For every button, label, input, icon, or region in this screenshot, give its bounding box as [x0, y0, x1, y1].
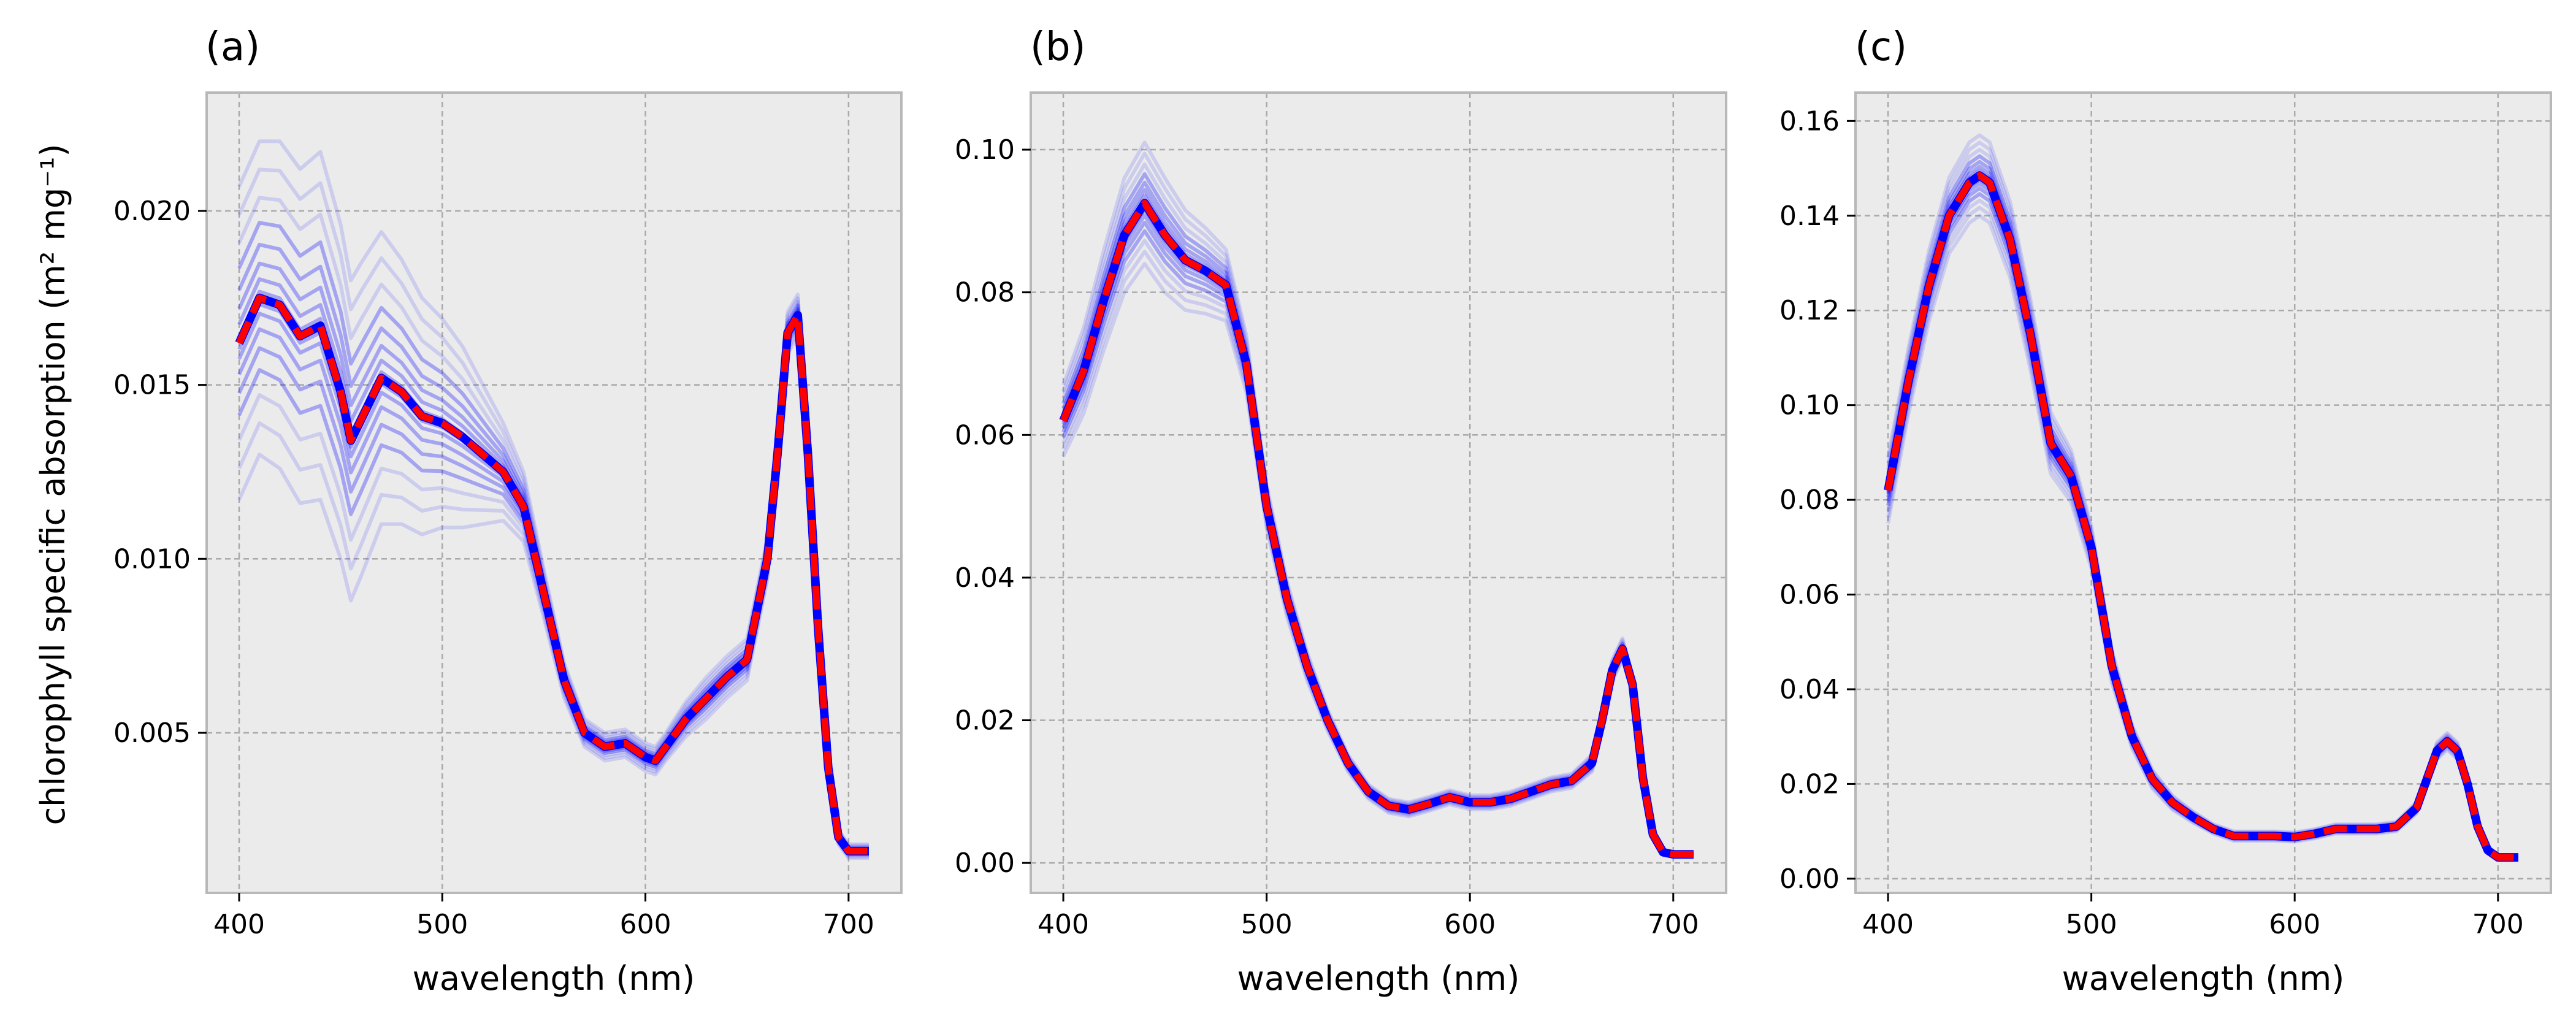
panel-c-mean-line-red [1884, 172, 2518, 861]
panel-b-xtick-label-0: 400 [1038, 909, 1089, 940]
panel-a-ytick-label-2: 0.015 [113, 370, 191, 401]
panel-a-ytick-label-3: 0.020 [113, 196, 191, 227]
panel-c-xtick-label-3: 700 [2472, 909, 2524, 940]
panel-c-ytick-label-3: 0.06 [1779, 580, 1840, 611]
panel-b-x-axis-label: wavelength (nm) [1237, 959, 1520, 998]
panel-a-xtick-label-2: 600 [620, 909, 671, 940]
panel-c-xtick-label-0: 400 [1862, 909, 1914, 940]
panel-c-ytick-label-0: 0.00 [1779, 863, 1840, 895]
panel-c-ytick-label-4: 0.08 [1779, 484, 1840, 516]
panel-a-xtick-label-1: 500 [416, 909, 468, 940]
panel-a-ticks: 400 500 600 700 0.005 0.010 0.015 0.020 [113, 196, 874, 940]
panel-c-ytick-label-2: 0.04 [1779, 674, 1840, 705]
panel-b-title: (b) [1030, 25, 1086, 70]
panel-a: (a) 400 500 600 700 0.005 0.010 0.015 0.020 wav… [113, 25, 903, 998]
panel-b-ytick-label-4: 0.08 [955, 277, 1015, 308]
panel-c-ticks: 400 500 600 700 0.00 0.02 0.04 0.06 0.08 0.10 0.12… [1779, 105, 2524, 940]
panel-c-grid [1856, 93, 2551, 893]
panel-c-ytick-label-1: 0.02 [1779, 768, 1840, 800]
panel-b-xtick-label-3: 700 [1648, 909, 1699, 940]
panel-a-xtick-label-0: 400 [213, 909, 265, 940]
panel-b-ytick-label-5: 0.10 [955, 134, 1015, 166]
panel-c-ytick-label-7: 0.14 [1779, 201, 1840, 232]
panel-b-ytick-label-0: 0.00 [955, 848, 1015, 879]
panel-b-ytick-label-1: 0.02 [955, 705, 1015, 737]
shared-y-axis-label: chlorophyll specific absorption (m² mg⁻¹… [34, 144, 72, 825]
panel-a-x-axis-label: wavelength (nm) [413, 959, 695, 998]
panel-c-ytick-label-5: 0.10 [1779, 390, 1840, 421]
panel-c-frame [1854, 91, 2552, 894]
panel-b-plot-area [1031, 93, 1726, 893]
panel-c-x-axis-label: wavelength (nm) [2062, 959, 2345, 998]
panel-c-xtick-label-2: 600 [2269, 909, 2320, 940]
panel-b: (b) 400 500 600 700 0.00 0.02 0.04 0.06 0.08 0.10… [955, 25, 1727, 998]
panel-c: (c) 400 500 600 700 0.00 0.02 0.04 0.06 0.08 0.10… [1779, 25, 2552, 998]
panel-b-grid [1031, 93, 1726, 893]
panel-b-ytick-label-3: 0.06 [955, 419, 1015, 451]
panel-a-plot-area [207, 93, 901, 893]
panel-c-ensemble-line-15 [1886, 133, 2518, 857]
panel-a-xtick-label-3: 700 [823, 909, 874, 940]
panel-c-ytick-label-6: 0.12 [1779, 295, 1840, 326]
panel-a-grid [207, 93, 901, 893]
panel-b-xtick-label-1: 500 [1241, 909, 1293, 940]
panel-a-ytick-label-1: 0.010 [113, 543, 191, 575]
panel-b-frame [1030, 91, 1727, 894]
panel-b-xtick-label-2: 600 [1444, 909, 1496, 940]
panel-c-title: (c) [1855, 25, 1907, 70]
panel-a-ytick-label-0: 0.005 [113, 718, 191, 749]
panel-b-mean-line-red [1060, 199, 1694, 858]
panel-c-xtick-label-1: 500 [2066, 909, 2117, 940]
panel-c-ytick-label-8: 0.16 [1779, 105, 1840, 137]
panel-a-mean-line-red [235, 294, 869, 855]
panel-a-frame [205, 91, 903, 894]
panel-a-title: (a) [205, 25, 260, 70]
panel-b-ytick-label-2: 0.04 [955, 562, 1015, 594]
panel-b-ticks: 400 500 600 700 0.00 0.02 0.04 0.06 0.08 0.10 [955, 134, 1699, 940]
